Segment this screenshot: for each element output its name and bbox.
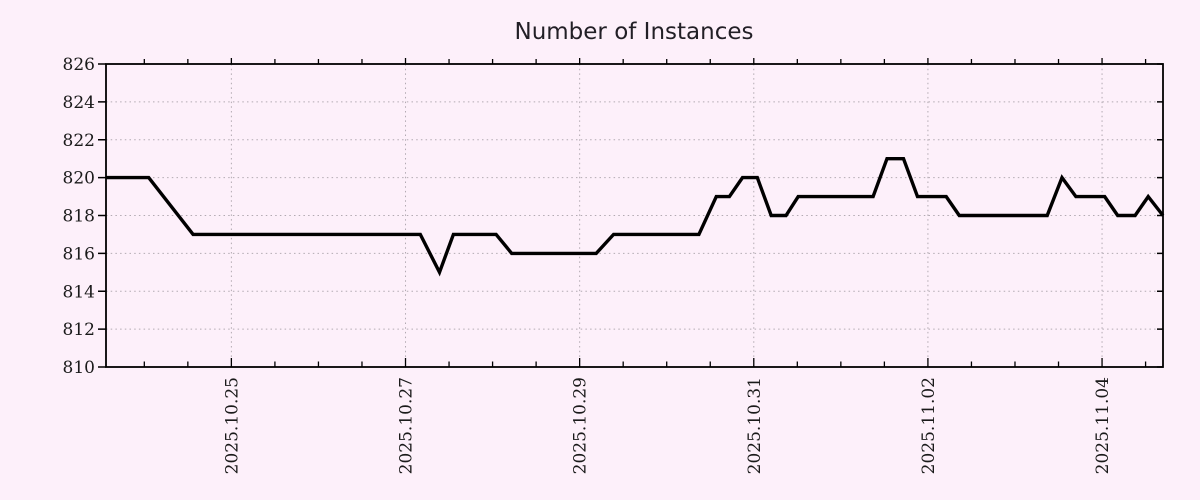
data-line-layer [106, 156, 1165, 277]
axis-layer [98, 58, 1164, 368]
y-tick-label: 812 [63, 320, 95, 340]
x-tick-label: 2025.11.04 [1093, 377, 1113, 474]
chart-title: Number of Instances [515, 19, 754, 45]
y-tick-label: 814 [63, 282, 95, 302]
y-tick-label: 818 [63, 207, 95, 227]
x-tick-label: 2025.10.25 [222, 377, 242, 474]
y-tick-label: 822 [63, 131, 95, 151]
y-tick-label: 826 [63, 55, 95, 75]
x-tick-label: 2025.11.02 [919, 377, 939, 474]
y-tick-label: 810 [63, 358, 95, 378]
y-tick-label: 820 [63, 169, 95, 189]
y-tick-label: 824 [63, 93, 95, 113]
tick-labels: 810 812 814 816 818 820 822 824 826 2025.10.25 202… [63, 55, 1114, 474]
x-tick-label: 2025.10.31 [745, 377, 765, 474]
grid-layer [106, 64, 1163, 367]
x-tick-label: 2025.10.29 [571, 377, 591, 474]
x-tick-label: 2025.10.27 [397, 377, 417, 474]
series-instances [106, 156, 1165, 277]
y-tick-label: 816 [63, 244, 95, 264]
